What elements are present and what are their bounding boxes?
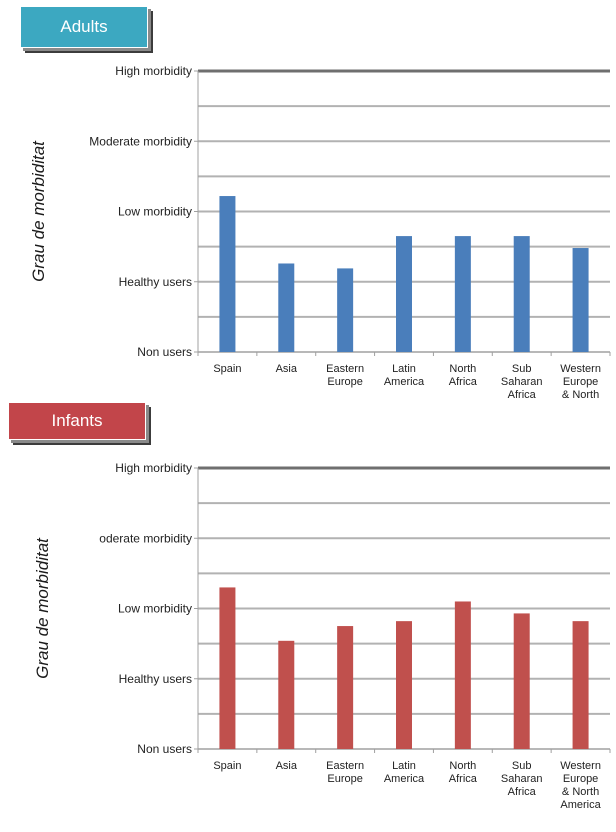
y-tick-label: oderate morbidity bbox=[99, 531, 192, 545]
infants-chart-panel: Non users Healthy users Low morbidity odera… bbox=[0, 398, 616, 832]
infants-chart: Non users Healthy users Low morbidity odera… bbox=[33, 461, 611, 811]
x-tick-label: Latin America bbox=[384, 760, 425, 785]
x-tick-label: Asia bbox=[276, 760, 298, 772]
y-tick-label: High morbidity bbox=[115, 461, 192, 475]
x-tick-label: Sub Saharan Africa bbox=[501, 363, 543, 400]
x-tick-label: Spain bbox=[213, 760, 241, 772]
adults-chart-panel: Non users Healthy users Low morbidity Moder… bbox=[0, 0, 616, 400]
bar bbox=[278, 640, 295, 749]
x-tick-label: North Africa bbox=[449, 760, 478, 785]
bar bbox=[396, 621, 412, 749]
x-tick-label: Eastern Europe bbox=[326, 760, 364, 785]
bar bbox=[219, 196, 236, 352]
bar bbox=[454, 236, 471, 352]
y-tick-label: Non users bbox=[137, 345, 192, 359]
x-tick-label: North Africa bbox=[449, 363, 478, 388]
bar bbox=[396, 236, 412, 352]
y-axis-title: Grau de morbiditat bbox=[29, 140, 48, 282]
adults-chart: Non users Healthy users Low morbidity Moder… bbox=[29, 64, 611, 400]
x-tick-label: Asia bbox=[276, 363, 298, 375]
bar bbox=[572, 248, 589, 352]
bar bbox=[337, 626, 354, 749]
y-tick-label: Healthy users bbox=[119, 672, 192, 686]
y-tick-label: Moderate morbidity bbox=[89, 134, 192, 148]
bar bbox=[278, 263, 295, 352]
x-tick-label: Latin America bbox=[384, 363, 425, 388]
y-tick-label: Low morbidity bbox=[118, 602, 192, 616]
y-tick-label: Low morbidity bbox=[118, 205, 192, 219]
adults-tag: Adults bbox=[20, 6, 148, 48]
x-tick-label: Sub Saharan Africa bbox=[501, 760, 543, 798]
y-tick-label: High morbidity bbox=[115, 64, 192, 78]
y-tick-label: Healthy users bbox=[119, 275, 192, 289]
bar bbox=[454, 601, 471, 749]
bar bbox=[513, 236, 530, 352]
x-tick-label: Spain bbox=[213, 363, 241, 375]
bar bbox=[513, 613, 530, 749]
bar bbox=[572, 621, 589, 749]
infants-tag: Infants bbox=[8, 402, 146, 440]
x-tick-label: Eastern Europe bbox=[326, 363, 364, 388]
bar bbox=[337, 268, 354, 352]
bar bbox=[219, 587, 236, 749]
y-tick-label: Non users bbox=[137, 742, 192, 756]
y-axis-title: Grau de morbiditat bbox=[33, 537, 52, 679]
